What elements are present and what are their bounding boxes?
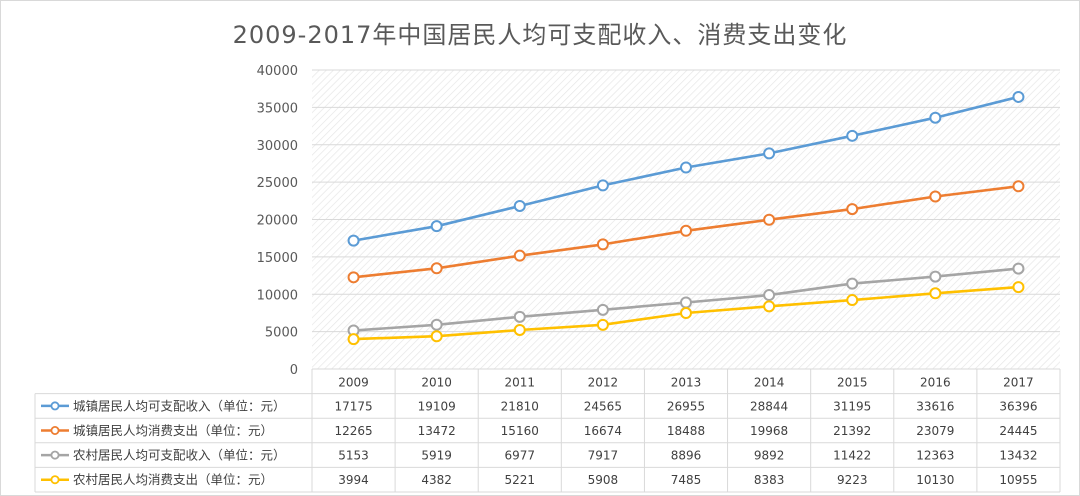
data-point	[596, 238, 609, 251]
data-label: 11422	[833, 449, 871, 463]
data-label: 8383	[754, 473, 785, 487]
data-point	[680, 307, 692, 320]
data-point	[347, 333, 360, 346]
data-label: 5919	[421, 449, 452, 463]
data-label: 21810	[501, 399, 539, 413]
data-point	[929, 111, 942, 124]
data-label: 12265	[334, 424, 372, 438]
data-point	[1012, 281, 1025, 294]
data-point	[1012, 262, 1025, 275]
data-point	[430, 220, 443, 233]
data-label: 10130	[916, 473, 954, 487]
data-point	[1012, 90, 1025, 103]
data-point	[513, 323, 526, 336]
data-point	[846, 277, 859, 290]
legend-label: 城镇居民人均消费支出（单位：元）	[73, 423, 273, 438]
legend-key-marker	[50, 450, 60, 460]
data-label: 24445	[999, 424, 1037, 438]
data-label: 36396	[999, 399, 1037, 413]
data-point	[1012, 180, 1025, 193]
data-label: 5908	[588, 473, 619, 487]
data-point	[430, 330, 443, 343]
data-label: 5153	[338, 449, 369, 463]
data-label: 9223	[837, 473, 868, 487]
y-tick-label: 5000	[265, 326, 298, 341]
data-label: 33616	[916, 399, 954, 413]
data-label: 17175	[334, 399, 372, 413]
x-tick-label: 2015	[837, 375, 868, 389]
y-tick-label: 35000	[257, 101, 298, 116]
data-point	[846, 294, 859, 307]
y-tick-label: 20000	[257, 214, 298, 229]
data-point	[680, 224, 692, 237]
x-tick-label: 2010	[421, 375, 452, 389]
x-tick-label: 2013	[671, 375, 702, 389]
data-label: 7485	[671, 473, 702, 487]
data-point	[680, 296, 692, 309]
legend-label: 城镇居民人均可支配收入（单位：元）	[73, 398, 286, 413]
x-tick-label: 2009	[338, 375, 369, 389]
data-label: 6977	[505, 449, 536, 463]
data-point	[513, 310, 526, 323]
data-point	[846, 129, 859, 142]
data-point	[513, 249, 526, 262]
data-point	[513, 199, 526, 212]
data-label: 10955	[999, 473, 1037, 487]
data-point	[929, 270, 942, 283]
legend-key-marker	[50, 401, 60, 411]
y-tick-label: 0	[290, 363, 298, 378]
y-tick-label: 30000	[257, 139, 298, 154]
y-tick-label: 10000	[257, 288, 298, 303]
data-point	[596, 179, 609, 192]
data-label: 31195	[833, 399, 871, 413]
data-label: 18488	[667, 424, 705, 438]
data-point	[846, 203, 859, 216]
y-tick-label: 25000	[257, 176, 298, 191]
data-label: 4382	[421, 473, 452, 487]
data-label: 19968	[750, 424, 788, 438]
legend-key-marker	[50, 475, 60, 485]
data-label: 8896	[671, 449, 702, 463]
data-point	[929, 287, 942, 300]
data-label: 23079	[916, 424, 954, 438]
data-point	[680, 161, 692, 174]
x-tick-label: 2011	[505, 375, 536, 389]
data-label: 9892	[754, 449, 785, 463]
y-tick-label: 40000	[257, 64, 298, 79]
data-label: 7917	[588, 449, 619, 463]
data-point	[763, 213, 776, 226]
data-label: 12363	[916, 449, 954, 463]
data-label: 19109	[418, 399, 456, 413]
x-tick-label: 2014	[754, 375, 785, 389]
data-point	[596, 303, 609, 316]
data-point	[763, 300, 776, 313]
data-label: 26955	[667, 399, 705, 413]
data-label: 13432	[999, 449, 1037, 463]
data-label: 16674	[584, 424, 622, 438]
data-point	[596, 318, 609, 331]
data-label: 21392	[833, 424, 871, 438]
data-point	[763, 289, 776, 302]
data-point	[929, 190, 942, 203]
x-tick-label: 2012	[588, 375, 619, 389]
y-tick-label: 15000	[257, 251, 298, 266]
legend-label: 农村居民人均可支配收入（单位：元）	[73, 448, 286, 463]
x-tick-label: 2017	[1003, 375, 1034, 389]
x-tick-label: 2016	[920, 375, 951, 389]
data-point	[763, 147, 776, 160]
legend-key-marker	[50, 425, 60, 435]
data-label: 5221	[505, 473, 536, 487]
data-label: 13472	[418, 424, 456, 438]
data-label: 15160	[501, 424, 539, 438]
legend-label: 农村居民人均消费支出（单位：元）	[73, 472, 273, 487]
data-point	[347, 271, 360, 284]
data-point	[347, 234, 360, 247]
data-point	[430, 262, 443, 275]
data-point	[430, 318, 443, 331]
data-label: 3994	[338, 473, 369, 487]
chart-title: 2009-2017年中国居民人均可支配收入、消费支出变化	[232, 21, 848, 49]
data-label: 24565	[584, 399, 622, 413]
data-label: 28844	[750, 399, 788, 413]
